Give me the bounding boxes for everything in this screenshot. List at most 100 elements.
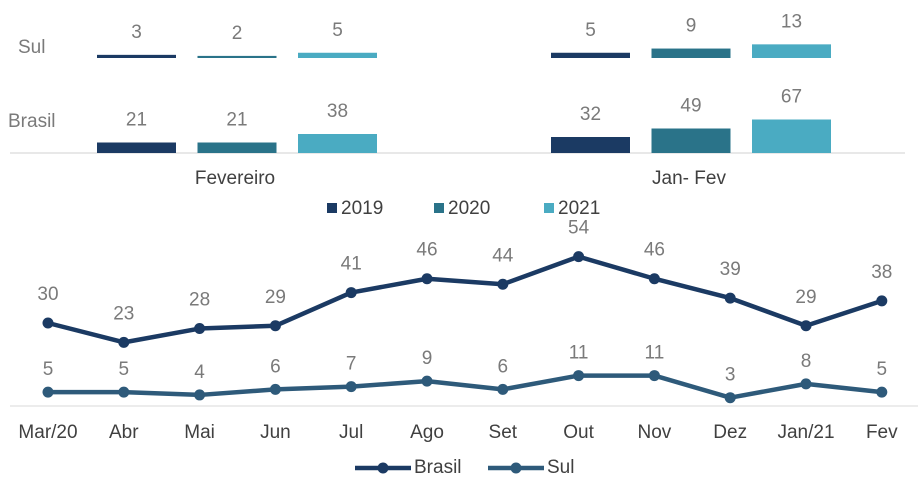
data-label: 7 bbox=[346, 354, 357, 375]
point bbox=[118, 336, 130, 348]
legend-swatch bbox=[327, 203, 337, 213]
data-label: 21 bbox=[226, 110, 247, 131]
data-label: 21 bbox=[126, 110, 147, 131]
point bbox=[573, 251, 585, 263]
data-label: 29 bbox=[795, 287, 816, 308]
x-tick-label: Dez bbox=[713, 422, 747, 443]
legend-label: 2021 bbox=[558, 198, 600, 219]
category-label: Fevereiro bbox=[195, 168, 275, 189]
bar bbox=[97, 54, 176, 58]
data-label: 5 bbox=[332, 20, 343, 41]
point bbox=[648, 370, 660, 382]
data-label: 6 bbox=[270, 356, 281, 377]
data-label: 9 bbox=[686, 16, 697, 37]
data-label: 2 bbox=[232, 23, 243, 44]
data-label: 49 bbox=[680, 96, 701, 117]
legend-marker bbox=[377, 462, 389, 474]
point bbox=[497, 278, 509, 290]
data-label: 9 bbox=[422, 348, 433, 369]
bar bbox=[197, 142, 277, 153]
bar bbox=[298, 134, 377, 153]
row-label: Brasil bbox=[8, 111, 56, 132]
x-tick-label: Jan/21 bbox=[777, 422, 834, 443]
data-label: 32 bbox=[580, 104, 601, 125]
point bbox=[118, 386, 130, 398]
point bbox=[876, 295, 888, 307]
data-label: 5 bbox=[119, 359, 130, 380]
data-label: 54 bbox=[568, 218, 590, 239]
data-label: 39 bbox=[720, 259, 741, 280]
x-tick-label: Jul bbox=[339, 422, 363, 443]
point bbox=[724, 392, 736, 404]
point bbox=[573, 370, 585, 382]
point bbox=[497, 383, 509, 395]
bar bbox=[752, 119, 831, 153]
bar bbox=[752, 44, 831, 58]
data-label: 3 bbox=[725, 365, 736, 386]
point bbox=[194, 323, 206, 335]
bar bbox=[651, 128, 731, 153]
data-label: 5 bbox=[585, 20, 596, 41]
legend-label: Sul bbox=[547, 457, 574, 477]
series-line bbox=[48, 373, 883, 400]
row-label: Sul bbox=[18, 37, 45, 58]
x-tick-label: Mai bbox=[184, 422, 215, 443]
x-tick-label: Out bbox=[563, 422, 594, 443]
point bbox=[724, 292, 736, 304]
data-label: 13 bbox=[781, 11, 802, 32]
point bbox=[648, 273, 660, 285]
legend-swatch bbox=[544, 203, 554, 213]
legend-label: Brasil bbox=[414, 457, 462, 477]
bar bbox=[298, 52, 377, 58]
x-tick-label: Set bbox=[489, 422, 518, 443]
legend-marker bbox=[510, 462, 522, 474]
point bbox=[269, 320, 281, 332]
bar bbox=[551, 52, 630, 58]
point bbox=[42, 386, 54, 398]
legend-label: 2020 bbox=[448, 198, 490, 219]
data-label: 4 bbox=[194, 362, 205, 383]
bar bbox=[197, 55, 277, 58]
data-label: 30 bbox=[37, 284, 58, 305]
bar bbox=[651, 48, 731, 58]
data-label: 11 bbox=[645, 343, 665, 364]
point bbox=[800, 320, 812, 332]
series-line bbox=[47, 254, 883, 345]
data-label: 5 bbox=[43, 359, 54, 380]
data-label: 6 bbox=[498, 356, 509, 377]
bar bbox=[97, 142, 176, 153]
legend-label: 2019 bbox=[341, 198, 383, 219]
point bbox=[345, 381, 357, 393]
x-tick-label: Ago bbox=[410, 422, 444, 443]
point bbox=[194, 389, 206, 401]
bar bbox=[551, 137, 630, 153]
legend-swatch bbox=[434, 203, 444, 213]
x-tick-label: Fev bbox=[866, 422, 898, 443]
x-tick-label: Abr bbox=[109, 422, 139, 443]
data-label: 46 bbox=[644, 240, 665, 261]
data-label: 38 bbox=[327, 101, 348, 122]
data-label: 11 bbox=[569, 343, 589, 364]
point bbox=[421, 375, 433, 387]
data-label: 44 bbox=[492, 245, 514, 266]
data-label: 5 bbox=[877, 359, 888, 380]
point bbox=[42, 317, 54, 329]
data-label: 29 bbox=[265, 287, 286, 308]
data-label: 28 bbox=[189, 290, 210, 311]
category-label: Jan- Fev bbox=[652, 168, 726, 189]
data-label: 67 bbox=[781, 87, 802, 108]
data-label: 3 bbox=[131, 22, 142, 43]
data-label: 46 bbox=[416, 240, 437, 261]
data-label: 41 bbox=[341, 254, 362, 275]
point bbox=[345, 287, 357, 299]
point bbox=[421, 273, 433, 285]
point bbox=[269, 383, 281, 395]
x-tick-label: Jun bbox=[260, 422, 291, 443]
point bbox=[876, 386, 888, 398]
x-tick-label: Mar/20 bbox=[18, 422, 77, 443]
x-tick-label: Nov bbox=[638, 422, 672, 443]
data-label: 23 bbox=[113, 303, 134, 324]
data-label: 38 bbox=[871, 262, 892, 283]
point bbox=[800, 378, 812, 390]
